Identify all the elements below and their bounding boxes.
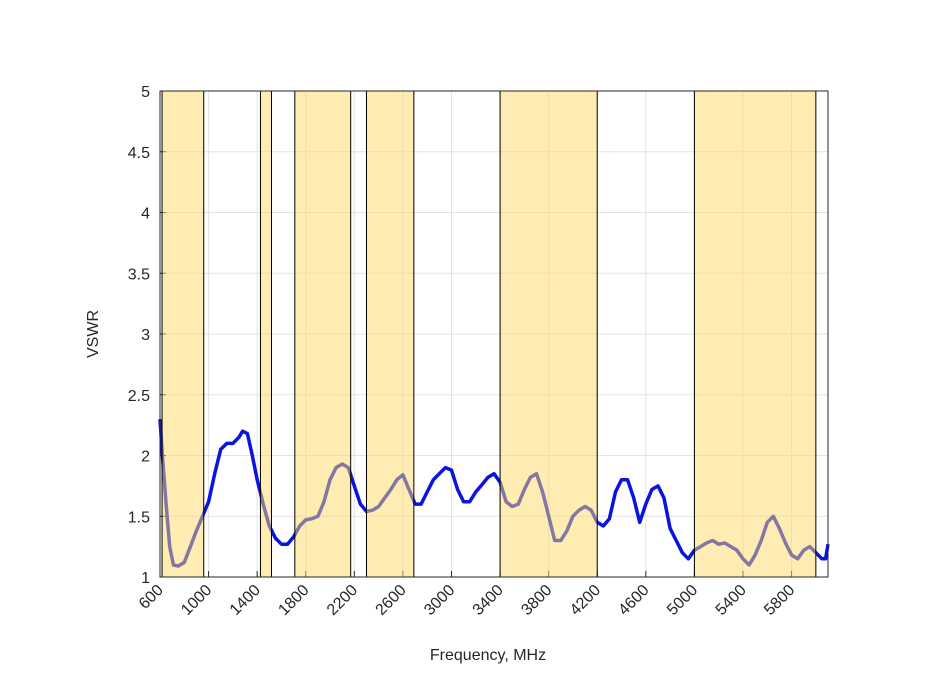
y-tick-label: 3.5 — [128, 266, 150, 283]
frequency-band — [259, 90, 272, 578]
x-axis-label: Frequency, MHz — [430, 647, 546, 664]
y-tick-label: 3 — [141, 327, 150, 344]
y-tick-label: 4 — [141, 206, 150, 223]
y-tick-label: 5 — [141, 84, 150, 101]
y-tick-label: 2.5 — [128, 388, 150, 405]
frequency-band — [365, 90, 415, 578]
axes-box — [159, 90, 829, 578]
frequency-band — [294, 90, 352, 578]
y-axis-label: VSWR — [85, 310, 102, 358]
y-tick-label: 2 — [141, 449, 150, 466]
frequency-band — [693, 90, 817, 578]
frequency-band — [161, 90, 205, 578]
y-tick-label: 4.5 — [128, 145, 150, 162]
y-tick-label: 1 — [141, 570, 150, 587]
y-tick-label: 1.5 — [128, 509, 150, 526]
frequency-band — [499, 90, 598, 578]
